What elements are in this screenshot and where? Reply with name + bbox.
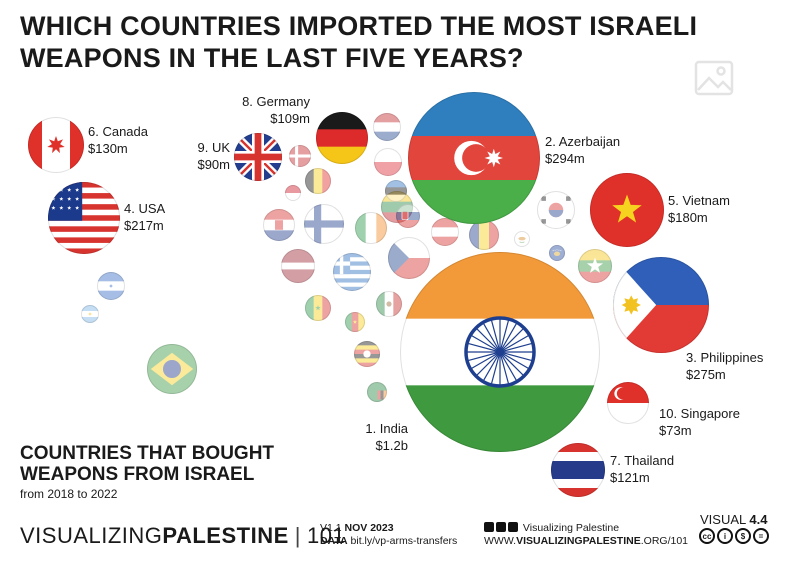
visual-number: 4.4 — [749, 512, 768, 527]
flag-bubble-cyprus — [514, 231, 530, 247]
flag-bubble-zambia — [367, 382, 387, 402]
brand-bold: PALESTINE — [162, 523, 289, 548]
label-philippines-name: 3. Philippines — [686, 350, 764, 365]
website-link[interactable]: WWW.VISUALIZINGPALESTINE.ORG/101 — [484, 535, 688, 547]
brand-number: 101 — [306, 523, 346, 548]
flag-bubble-uk — [234, 133, 282, 181]
brand-light: VISUALIZING — [20, 523, 163, 548]
flag-bubble-czechia — [388, 237, 430, 279]
brand-logo: VISUALIZINGPALESTINE | 101 — [20, 523, 345, 549]
label-vietnam-value: $180m — [668, 210, 708, 225]
label-india-name: 1. India — [365, 421, 408, 436]
flag-bubble-brazil — [147, 344, 197, 394]
visual-label: VISUAL — [700, 512, 746, 527]
label-canada-value: $130m — [88, 141, 128, 156]
label-uk-name: 9. UK — [197, 140, 230, 155]
social-name: Visualizing Palestine — [522, 522, 620, 534]
label-azerbaijan-value: $294m — [545, 151, 585, 166]
flag-bubble-austria — [431, 218, 459, 246]
label-india-value: $1.2b — [375, 438, 408, 453]
website-prefix: WWW. — [484, 535, 517, 547]
by-icon: i — [717, 528, 733, 544]
flag-bubble-singapore — [607, 382, 649, 424]
flag-bubble-senegal — [305, 295, 331, 321]
flag-bubble-honduras — [97, 272, 125, 300]
flag-bubble-germany — [316, 112, 368, 164]
social-info: Visualizing Palestine WWW.VISUALIZINGPAL… — [484, 522, 688, 548]
label-azerbaijan-name: 2. Azerbaijan — [545, 134, 620, 149]
version-label: V1.1 — [320, 522, 342, 534]
flag-bubble-south-korea — [537, 191, 575, 229]
version-info: V1.1 NOV 2023 DATA bit.ly/vp-arms-transf… — [320, 522, 457, 548]
flag-bubble-cameroon — [345, 312, 365, 332]
flag-bubble-belgium — [305, 168, 331, 194]
flag-bubble-argentina — [81, 305, 99, 323]
label-singapore-name: 10. Singapore — [659, 406, 740, 421]
flag-bubble-denmark — [289, 145, 311, 167]
flag-bubble-poland — [374, 148, 402, 176]
page-title: WHICH COUNTRIES IMPORTED THE MOST ISRAEL… — [20, 11, 698, 73]
nd-icon: = — [753, 528, 769, 544]
date-range: from 2018 to 2022 — [20, 487, 118, 501]
brand-separator: | — [294, 523, 301, 548]
label-germany-name: 8. Germany — [242, 94, 310, 109]
flag-bubble-finland — [304, 204, 344, 244]
chart-subtitle: COUNTRIES THAT BOUGHT WEAPONS FROM ISRAE… — [20, 443, 275, 485]
data-source-link[interactable]: bit.ly/vp-arms-transfers — [350, 535, 458, 547]
visual-id: VISUAL 4.4 — [700, 512, 767, 527]
flag-bubble-kosovo — [549, 245, 565, 261]
label-canada-name: 6. Canada — [88, 124, 149, 139]
image-placeholder-icon — [694, 60, 734, 96]
cc-icon: cc — [699, 528, 715, 544]
label-germany-value: $109m — [270, 111, 310, 126]
flag-bubble-mexico — [376, 291, 402, 317]
flag-bubble-india — [400, 252, 600, 452]
license-icons: cc i $ = — [699, 528, 769, 544]
label-singapore-value: $73m — [659, 423, 692, 438]
flag-bubble-romania — [469, 220, 499, 250]
label-vietnam-name: 5. Vietnam — [668, 193, 730, 208]
flag-bubble-estonia — [385, 180, 407, 202]
flag-bubble-ireland — [355, 212, 387, 244]
label-philippines-value: $275m — [686, 367, 726, 382]
flag-bubble-croatia — [263, 209, 295, 241]
flag-bubble-lithuania — [381, 191, 413, 223]
instagram-icon[interactable] — [484, 522, 494, 532]
data-label: DATA — [320, 535, 348, 547]
flag-bubble-netherlands — [373, 113, 401, 141]
version-date: NOV 2023 — [344, 522, 394, 534]
label-usa-value: $217m — [124, 218, 164, 233]
website-bold: VISUALIZINGPALESTINE — [516, 535, 641, 547]
flag-bubble-usa — [48, 182, 120, 254]
flag-bubble-uganda — [354, 341, 380, 367]
website-suffix: .ORG/101 — [640, 535, 689, 547]
label-usa-name: 4. USA — [124, 201, 166, 216]
flag-bubble-greece — [333, 253, 371, 291]
flag-bubble-latvia — [281, 249, 315, 283]
twitter-icon[interactable] — [496, 522, 506, 532]
flag-bubble-monaco — [285, 185, 301, 201]
nc-icon: $ — [735, 528, 751, 544]
flag-bubble-thailand — [551, 443, 605, 497]
label-thailand-value: $121m — [610, 470, 650, 485]
facebook-icon[interactable] — [508, 522, 518, 532]
label-thailand-name: 7. Thailand — [610, 453, 674, 468]
flag-bubble-slovakia — [396, 204, 420, 228]
flag-bubble-vietnam — [590, 173, 664, 247]
label-uk-value: $90m — [197, 157, 230, 172]
flag-bubble-myanmar — [578, 249, 612, 283]
